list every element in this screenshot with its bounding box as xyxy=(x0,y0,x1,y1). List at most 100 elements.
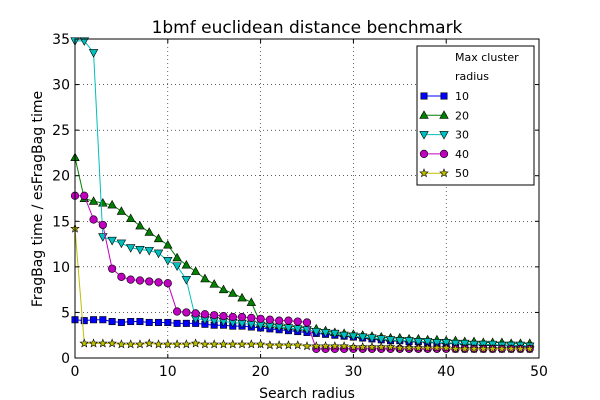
data-point-50 xyxy=(88,338,99,348)
data-point-50 xyxy=(422,342,433,353)
data-point-30 xyxy=(330,329,340,339)
data-point-50 xyxy=(395,342,405,353)
legend-items: 10 20 30 40 50 xyxy=(419,90,469,180)
data-point-50 xyxy=(153,339,164,349)
data-point-20 xyxy=(125,213,136,223)
data-point-10 xyxy=(108,318,116,326)
data-point-30 xyxy=(376,335,386,344)
data-point-30 xyxy=(125,244,136,253)
data-point-30 xyxy=(395,337,405,346)
data-point-50 xyxy=(339,341,349,351)
x-tick-label: 50 xyxy=(530,364,548,380)
data-point-50 xyxy=(497,343,507,353)
data-point-50 xyxy=(459,343,470,353)
data-point-20 xyxy=(107,199,117,209)
data-point-40 xyxy=(145,277,154,286)
data-point-30 xyxy=(413,338,424,347)
series-group xyxy=(70,37,535,353)
data-point-50 xyxy=(116,339,127,349)
legend-label-50: 50 xyxy=(455,167,469,180)
data-point-30 xyxy=(348,332,359,342)
data-point-40 xyxy=(275,316,284,325)
data-point-10 xyxy=(90,316,98,324)
data-point-30 xyxy=(172,262,182,271)
data-point-40 xyxy=(108,264,117,273)
data-point-50 xyxy=(515,343,526,353)
data-point-30 xyxy=(163,256,173,266)
data-point-40 xyxy=(247,313,256,322)
legend-marker-30 xyxy=(439,131,449,140)
data-point-30 xyxy=(79,37,89,46)
data-point-20 xyxy=(163,239,173,249)
data-point-50 xyxy=(450,343,461,353)
data-point-50 xyxy=(246,339,257,349)
data-point-20 xyxy=(172,252,182,262)
data-point-50 xyxy=(98,338,108,348)
data-point-50 xyxy=(172,339,182,349)
data-point-20 xyxy=(153,233,164,243)
data-point-50 xyxy=(376,342,387,352)
data-point-50 xyxy=(144,338,155,348)
data-point-20 xyxy=(237,292,247,302)
data-point-50 xyxy=(181,339,192,349)
legend-marker-40 xyxy=(439,149,449,158)
data-point-40 xyxy=(172,307,182,316)
data-point-50 xyxy=(469,343,479,353)
data-point-50 xyxy=(330,341,340,351)
data-point-40 xyxy=(126,275,135,284)
data-point-50 xyxy=(200,339,210,349)
legend-label-30: 30 xyxy=(455,129,469,142)
x-tick-label: 20 xyxy=(252,364,270,380)
data-point-40 xyxy=(163,279,172,288)
y-tick-label: 25 xyxy=(52,123,70,139)
legend-marker-10 xyxy=(420,92,428,100)
data-point-50 xyxy=(385,342,396,352)
data-point-30 xyxy=(357,333,368,343)
data-point-40 xyxy=(265,315,274,324)
data-point-40 xyxy=(135,276,145,285)
legend-item-50: 50 xyxy=(419,167,469,180)
legend-marker-20 xyxy=(419,110,429,119)
x-tick-label: 10 xyxy=(159,364,177,380)
data-point-10 xyxy=(145,318,153,326)
data-point-20 xyxy=(144,227,154,236)
data-point-50 xyxy=(348,342,359,352)
data-point-30 xyxy=(144,246,154,256)
data-point-50 xyxy=(209,339,219,349)
data-point-50 xyxy=(79,338,90,348)
data-point-20 xyxy=(200,273,210,283)
data-point-50 xyxy=(274,340,284,350)
x-tick-label: 0 xyxy=(71,364,80,380)
data-point-30 xyxy=(107,236,117,246)
data-point-50 xyxy=(190,338,201,348)
data-point-50 xyxy=(227,339,238,349)
data-point-50 xyxy=(357,342,368,352)
data-point-40 xyxy=(200,310,210,319)
data-point-10 xyxy=(164,318,172,326)
data-point-40 xyxy=(89,215,98,224)
data-point-50 xyxy=(413,342,424,353)
data-point-50 xyxy=(125,339,136,349)
legend-marker-10 xyxy=(440,92,448,100)
legend: Max cluster radius 10 20 30 40 50 xyxy=(416,45,535,186)
data-point-40 xyxy=(117,272,126,281)
data-point-30 xyxy=(135,246,145,255)
data-point-40 xyxy=(237,312,247,322)
data-point-20 xyxy=(88,196,99,205)
legend-marker-50 xyxy=(439,168,449,178)
data-point-50 xyxy=(218,339,229,349)
data-point-30 xyxy=(116,239,127,249)
data-point-40 xyxy=(256,314,265,323)
series-30 xyxy=(70,37,535,352)
data-point-30 xyxy=(339,331,349,341)
data-point-50 xyxy=(283,340,294,350)
legend-label-40: 40 xyxy=(455,148,469,161)
data-point-10 xyxy=(155,318,163,326)
data-point-30 xyxy=(320,328,331,338)
data-point-40 xyxy=(182,308,191,317)
data-point-20 xyxy=(135,220,145,230)
data-point-20 xyxy=(246,297,257,306)
data-point-50 xyxy=(478,343,489,353)
data-point-50 xyxy=(163,339,173,349)
